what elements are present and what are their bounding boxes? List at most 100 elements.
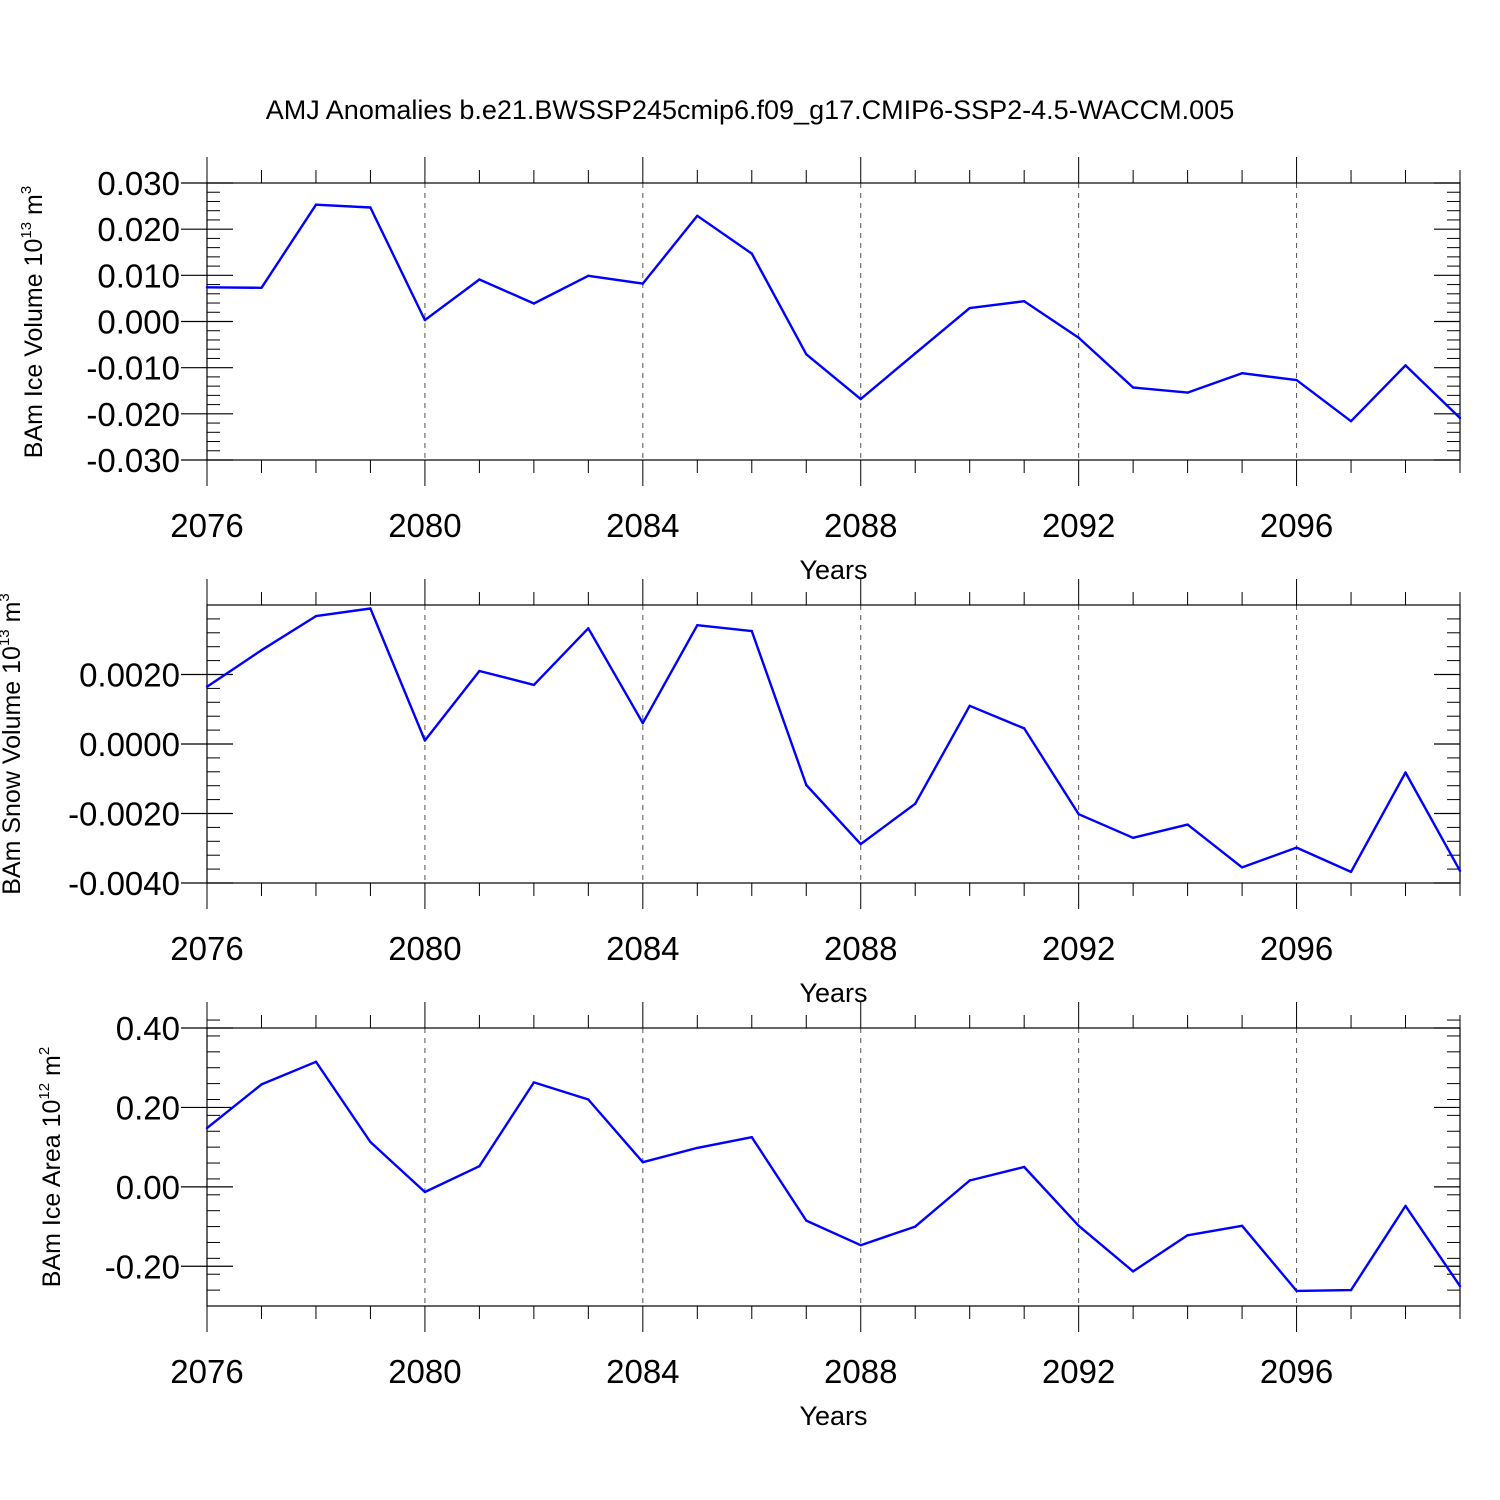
y-label-text: BAm Snow Volume 10 bbox=[0, 646, 26, 895]
data-point bbox=[587, 274, 590, 277]
data-point bbox=[1077, 336, 1080, 339]
data-point bbox=[1186, 1234, 1189, 1237]
x-tick-label: 2096 bbox=[1260, 507, 1333, 544]
data-point bbox=[1186, 391, 1189, 394]
data-point bbox=[1131, 386, 1135, 389]
y-label-exponent: 12 bbox=[36, 1083, 53, 1100]
x-tick-label: 2080 bbox=[388, 930, 461, 967]
data-point bbox=[1349, 870, 1353, 874]
data-point bbox=[968, 704, 971, 707]
y-tick-label: 0.20 bbox=[116, 1089, 180, 1126]
data-point bbox=[1240, 866, 1244, 869]
panel-2: -0.0040 -0.0020 0.0000 0.0020 2076 2080 2084 20… bbox=[0, 579, 1462, 1008]
data-point bbox=[532, 683, 536, 687]
x-axis-label: Years bbox=[799, 555, 867, 585]
data-point bbox=[205, 286, 209, 289]
y-label-unit: m bbox=[0, 602, 26, 630]
y-tick-label: 0.010 bbox=[97, 257, 180, 294]
y-label-exponent: 13 bbox=[0, 629, 13, 646]
data-point bbox=[805, 783, 808, 787]
series-line bbox=[206, 203, 1461, 423]
data-point bbox=[859, 1244, 862, 1247]
data-point bbox=[1240, 372, 1244, 375]
data-point bbox=[478, 669, 481, 673]
data-point bbox=[423, 318, 427, 322]
data-point bbox=[1404, 1204, 1407, 1208]
data-point bbox=[423, 739, 427, 742]
y-tick-label: 0.00 bbox=[116, 1169, 180, 1206]
data-point bbox=[532, 302, 536, 305]
data-point bbox=[369, 607, 372, 610]
y-tick-label: -0.0020 bbox=[68, 796, 180, 833]
data-point bbox=[805, 1219, 808, 1222]
data-point bbox=[1458, 1284, 1462, 1288]
x-tick-label: 2092 bbox=[1042, 507, 1115, 544]
data-point bbox=[1240, 1224, 1244, 1227]
series-line bbox=[206, 607, 1462, 874]
data-point bbox=[859, 842, 862, 846]
data-point bbox=[1349, 1288, 1353, 1292]
x-tick-label: 2084 bbox=[606, 930, 679, 967]
y-axis-label: BAm Ice Area 1012 m2 bbox=[36, 1047, 66, 1287]
data-point bbox=[1349, 420, 1353, 423]
data-point bbox=[1295, 846, 1298, 849]
data-point bbox=[641, 1161, 645, 1164]
data-point bbox=[314, 614, 318, 618]
data-point bbox=[1022, 1165, 1026, 1169]
y-label-unit-exponent: 3 bbox=[18, 186, 35, 194]
data-point bbox=[1295, 1289, 1298, 1293]
y-tick-label: -0.20 bbox=[105, 1248, 180, 1285]
y-tick-label: -0.020 bbox=[86, 396, 180, 433]
data-point bbox=[1131, 836, 1135, 840]
data-point bbox=[1186, 823, 1189, 826]
data-point bbox=[750, 1136, 753, 1139]
y-tick-label: -0.030 bbox=[86, 442, 180, 479]
y-label-unit-exponent: 2 bbox=[36, 1047, 53, 1055]
data-point bbox=[1458, 869, 1462, 873]
plot-frame bbox=[206, 1027, 1461, 1307]
data-point bbox=[641, 721, 645, 725]
x-tick-label: 2084 bbox=[606, 507, 679, 544]
x-tick-label: 2088 bbox=[824, 930, 897, 967]
data-point bbox=[1404, 771, 1407, 774]
y-label-unit: m bbox=[38, 1055, 66, 1083]
data-point bbox=[369, 1140, 372, 1144]
panel-1: -0.030 -0.020 -0.010 0.000 0.010 0.020 0.030 20… bbox=[18, 157, 1462, 585]
data-point bbox=[750, 629, 753, 633]
x-tick-label: 2076 bbox=[170, 507, 243, 544]
y-label-unit: m bbox=[20, 194, 48, 222]
chart-title: AMJ Anomalies b.e21.BWSSP245cmip6.f09_g1… bbox=[266, 95, 1234, 125]
y-tick-label: 0.000 bbox=[97, 304, 180, 341]
data-point bbox=[641, 282, 645, 285]
data-point bbox=[260, 1083, 263, 1086]
data-point bbox=[696, 1146, 699, 1150]
data-point bbox=[205, 1126, 209, 1130]
data-point bbox=[914, 802, 917, 805]
x-tick-label: 2088 bbox=[824, 507, 897, 544]
data-point bbox=[423, 1190, 427, 1194]
y-tick-label: 0.40 bbox=[116, 1010, 180, 1047]
data-point bbox=[696, 214, 699, 217]
x-tick-label: 2092 bbox=[1042, 1353, 1115, 1390]
data-point bbox=[587, 627, 590, 630]
y-axis-label: BAm Ice Volume 1013 m3 bbox=[18, 186, 48, 458]
x-tick-label: 2084 bbox=[606, 1353, 679, 1390]
panel-3: -0.20 0.00 0.20 0.40 2076 2080 2084 2088 2092 209… bbox=[36, 1002, 1462, 1431]
x-tick-label: 2080 bbox=[388, 507, 461, 544]
y-label-text: BAm Ice Area 10 bbox=[38, 1100, 66, 1288]
y-tick-label: 0.0000 bbox=[79, 726, 180, 763]
data-point bbox=[1404, 364, 1407, 367]
data-point bbox=[260, 286, 263, 289]
x-axis-label: Years bbox=[799, 1401, 867, 1431]
x-axis-label: Years bbox=[799, 978, 867, 1008]
series-line bbox=[206, 1060, 1461, 1293]
x-tick-label: 2080 bbox=[388, 1353, 461, 1390]
x-tick-label: 2076 bbox=[170, 930, 243, 967]
y-tick-label: 0.020 bbox=[97, 211, 180, 248]
data-point bbox=[1022, 727, 1026, 730]
y-axis-label: BAm Snow Volume 1013 m3 bbox=[0, 593, 26, 895]
data-point bbox=[750, 252, 753, 255]
y-label-text: BAm Ice Volume 10 bbox=[20, 239, 48, 459]
plot-frame bbox=[206, 182, 1461, 461]
y-tick-label: -0.010 bbox=[86, 350, 180, 387]
